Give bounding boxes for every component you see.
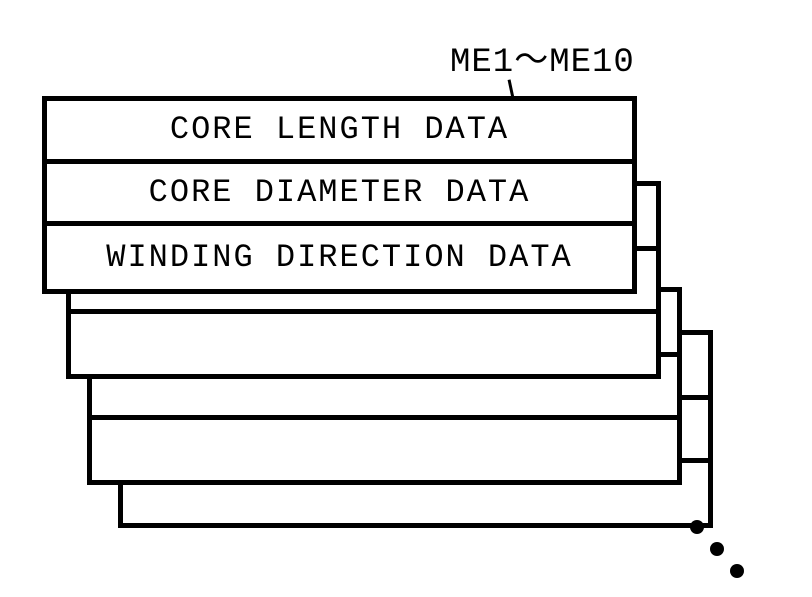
label-me-range: ME1～ME10 bbox=[450, 32, 635, 82]
ellipsis-dot bbox=[710, 542, 724, 556]
row-winding-direction: WINDING DIRECTION DATA bbox=[47, 226, 632, 289]
row-divider bbox=[92, 415, 677, 420]
diagram-canvas: ME1～ME10 CORE LENGTH DATA CORE DIAMETER … bbox=[0, 0, 812, 597]
ellipsis-dot bbox=[730, 564, 744, 578]
stack-layer-front: CORE LENGTH DATA CORE DIAMETER DATA WIND… bbox=[42, 96, 637, 294]
row-core-length: CORE LENGTH DATA bbox=[47, 101, 632, 164]
row-core-diameter: CORE DIAMETER DATA bbox=[47, 164, 632, 227]
ellipsis-dot bbox=[690, 520, 704, 534]
row-divider bbox=[71, 309, 656, 314]
